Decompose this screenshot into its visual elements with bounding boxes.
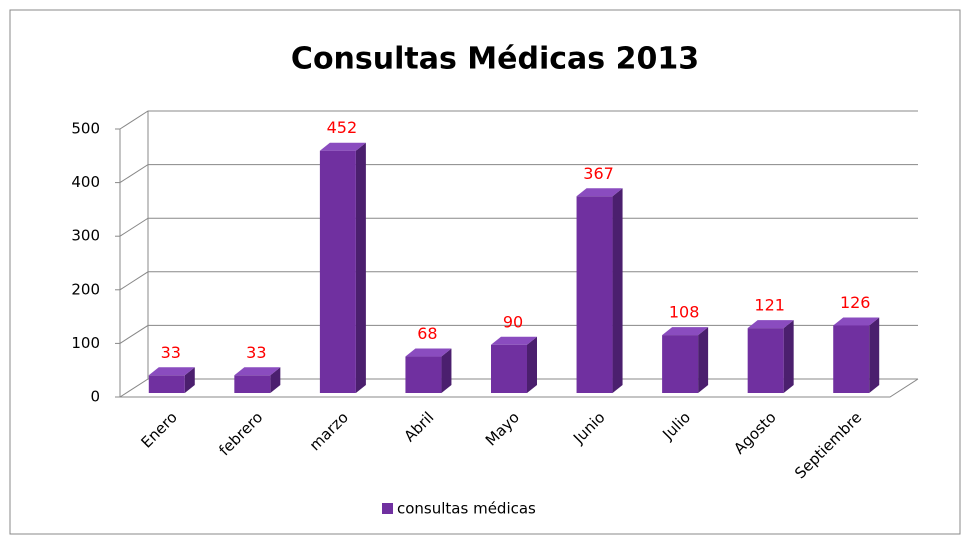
- bar: [576, 196, 613, 393]
- bar-side: [783, 320, 794, 393]
- legend-swatch: [382, 503, 393, 514]
- chart-title: Consultas Médicas 2013: [291, 42, 699, 77]
- bar: [148, 375, 185, 393]
- data-label: 68: [417, 324, 437, 343]
- data-label: 452: [327, 118, 358, 137]
- y-tick-label: 500: [71, 120, 100, 138]
- floor: [120, 378, 919, 398]
- bar-side: [527, 336, 537, 393]
- y-tick-label: 300: [71, 227, 100, 245]
- bar-top: [405, 348, 452, 357]
- bar: [234, 375, 271, 393]
- bar-top: [576, 188, 623, 197]
- bar-top: [662, 327, 709, 336]
- bar-top: [148, 367, 195, 376]
- legend-label: consultas médicas: [397, 500, 536, 518]
- data-label: 108: [669, 303, 700, 322]
- bar-side: [184, 367, 195, 393]
- data-label: 121: [754, 296, 785, 315]
- grid-line: [119, 164, 918, 184]
- y-tick-label: 200: [71, 280, 100, 298]
- bar: [319, 150, 356, 393]
- bar-top: [833, 317, 880, 326]
- bar: [833, 325, 870, 393]
- y-tick-label: 100: [71, 334, 100, 352]
- data-label: 126: [840, 293, 871, 312]
- bar-top: [747, 320, 794, 329]
- data-label: 367: [583, 164, 614, 183]
- grid-line: [119, 110, 918, 130]
- grid-line: [119, 378, 918, 398]
- grid-line: [119, 217, 918, 237]
- data-label: 33: [161, 343, 181, 362]
- bar-side: [612, 188, 623, 393]
- bar-side: [270, 367, 281, 393]
- bar: [491, 344, 527, 393]
- bar-top: [491, 336, 537, 345]
- bar: [405, 356, 442, 393]
- bar-top: [234, 367, 281, 376]
- bar-top: [319, 142, 366, 151]
- y-tick-label: 0: [90, 388, 100, 406]
- data-label: 90: [503, 312, 523, 331]
- data-label: 33: [246, 343, 266, 362]
- bar-side: [869, 317, 880, 393]
- bar: [747, 328, 784, 393]
- bar-side: [355, 142, 366, 393]
- grid-line: [119, 324, 918, 344]
- grid-line: [119, 271, 918, 291]
- y-tick-label: 400: [71, 173, 100, 191]
- bar-side: [698, 327, 709, 393]
- bar-side: [441, 348, 452, 393]
- bar: [662, 335, 699, 393]
